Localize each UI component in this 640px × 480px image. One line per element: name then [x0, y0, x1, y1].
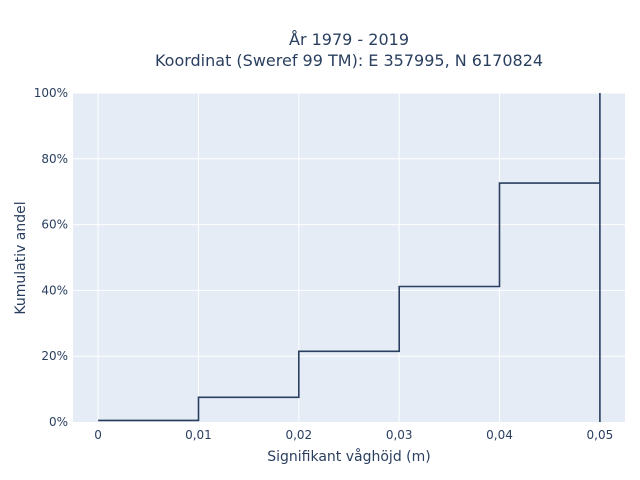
x-axis-ticks: 0 0,01 0,02 0,03 0,04 0,05 — [94, 428, 613, 442]
y-tick-label: 80% — [41, 152, 68, 166]
x-tick-label: 0,05 — [587, 428, 614, 442]
y-tick-label: 100% — [34, 86, 68, 100]
x-tick-label: 0,01 — [185, 428, 212, 442]
x-tick-label: 0 — [94, 428, 102, 442]
chart-title-line2: Koordinat (Sweref 99 TM): E 357995, N 61… — [155, 51, 543, 70]
x-tick-label: 0,02 — [285, 428, 312, 442]
x-tick-label: 0,04 — [486, 428, 513, 442]
series-line — [98, 93, 601, 422]
x-tick-label: 0,03 — [386, 428, 413, 442]
y-axis-ticks: 0% 20% 40% 60% 80% 100% — [34, 86, 68, 429]
y-tick-label: 20% — [41, 349, 68, 363]
y-tick-label: 40% — [41, 283, 68, 297]
plot-area — [73, 93, 625, 422]
y-tick-label: 60% — [41, 218, 68, 232]
y-tick-label: 0% — [49, 415, 68, 429]
chart-title-line1: År 1979 - 2019 — [289, 30, 409, 49]
y-axis-title: Kumulativ andel — [13, 201, 29, 314]
x-axis-title: Signifikant våghöjd (m) — [267, 448, 430, 465]
